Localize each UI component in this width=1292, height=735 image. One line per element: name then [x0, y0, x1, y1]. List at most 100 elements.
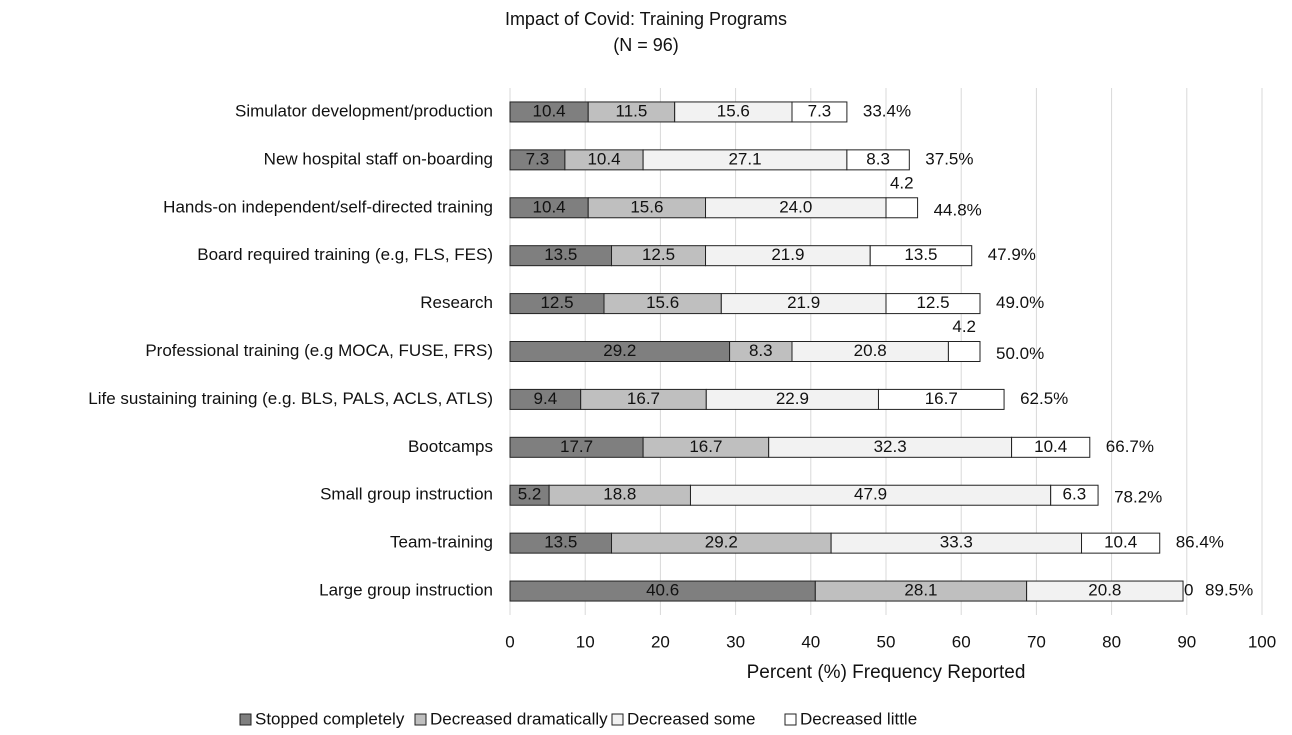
- y-tick-label: Hands-on independent/self-directed train…: [163, 197, 493, 216]
- total-label: 78.2%: [1114, 488, 1162, 507]
- data-label: 10.4: [533, 101, 566, 120]
- total-label: 49.0%: [996, 293, 1044, 312]
- chart-subtitle: (N = 96): [613, 35, 679, 55]
- data-label: 22.9: [776, 389, 809, 408]
- y-tick-label: Simulator development/production: [235, 101, 493, 120]
- data-label: 16.7: [689, 437, 722, 456]
- bar-segment: [1026, 580, 1184, 602]
- data-label: 20.8: [854, 341, 887, 360]
- y-tick-label: Professional training (e.g MOCA, FUSE, F…: [145, 341, 493, 360]
- total-label: 89.5%: [1205, 581, 1253, 600]
- data-label: 13.5: [544, 245, 577, 264]
- bar-segment: [1011, 436, 1091, 458]
- bar-segment: [885, 293, 981, 315]
- data-label: 4.2: [890, 173, 914, 192]
- data-label: 6.3: [1063, 485, 1087, 504]
- total-label: 66.7%: [1106, 437, 1154, 456]
- x-tick-label: 100: [1248, 632, 1276, 651]
- y-tick-label: New hospital staff on-boarding: [264, 149, 493, 168]
- y-tick-label: Bootcamps: [408, 437, 493, 456]
- data-label: 10.4: [587, 149, 620, 168]
- data-label: 10.4: [533, 197, 566, 216]
- bar-segment: [1050, 484, 1099, 506]
- total-label: 50.0%: [996, 344, 1044, 363]
- bar-segment: [885, 197, 919, 219]
- data-label: 4.2: [952, 317, 976, 336]
- y-tick-label: Small group instruction: [320, 485, 493, 504]
- data-label: 13.5: [544, 533, 577, 552]
- y-tick-label: Life sustaining training (e.g. BLS, PALS…: [88, 389, 493, 408]
- y-tick-label: Large group instruction: [319, 581, 493, 600]
- bar-segment: [947, 341, 981, 362]
- data-label: 40.6: [646, 581, 679, 600]
- y-tick-label: Team-training: [390, 533, 493, 552]
- x-axis-label: Percent (%) Frequency Reported: [747, 662, 1026, 683]
- data-label: 12.5: [916, 293, 949, 312]
- x-tick-label: 30: [726, 632, 745, 651]
- x-tick-label: 80: [1102, 632, 1121, 651]
- data-label: 16.7: [925, 389, 958, 408]
- data-label: 15.6: [630, 197, 663, 216]
- data-label: 15.6: [717, 101, 750, 120]
- y-tick-label: Board required training (e.g, FLS, FES): [197, 245, 493, 264]
- legend-label: Decreased some: [627, 709, 756, 728]
- data-label: 15.6: [646, 293, 679, 312]
- legend-label: Decreased dramatically: [430, 709, 608, 728]
- legend-swatch: [239, 713, 252, 726]
- data-label: 12.5: [642, 245, 675, 264]
- bar-segment: [846, 149, 910, 171]
- x-tick-label: 10: [576, 632, 595, 651]
- x-tick-label: 20: [651, 632, 670, 651]
- legend-swatch: [414, 713, 427, 726]
- data-label: 10.4: [1034, 437, 1067, 456]
- data-label: 27.1: [728, 149, 761, 168]
- x-tick-label: 50: [877, 632, 896, 651]
- data-label: 28.1: [904, 581, 937, 600]
- data-label: 7.3: [808, 101, 832, 120]
- data-label: 11.5: [616, 101, 648, 120]
- bar-segment: [791, 101, 848, 123]
- data-label: 47.9: [854, 485, 887, 504]
- data-label: 9.4: [534, 389, 558, 408]
- legend-swatch: [784, 713, 797, 726]
- legend-label: Stopped completely: [255, 709, 405, 728]
- data-label: 18.8: [603, 485, 636, 504]
- data-label: 20.8: [1088, 581, 1121, 600]
- data-label: 21.9: [771, 245, 804, 264]
- total-label: 33.4%: [863, 101, 911, 120]
- data-label: 13.5: [904, 245, 937, 264]
- x-tick-label: 90: [1177, 632, 1196, 651]
- data-label: 16.7: [627, 389, 660, 408]
- total-label: 86.4%: [1176, 533, 1224, 552]
- y-tick-label: Research: [420, 293, 493, 312]
- legend-swatch: [611, 713, 624, 726]
- data-label: 7.3: [526, 149, 550, 168]
- x-tick-label: 0: [505, 632, 514, 651]
- data-label: 0: [1184, 581, 1193, 600]
- total-label: 37.5%: [925, 149, 973, 168]
- bar-segment: [877, 388, 1005, 410]
- data-label: 29.2: [603, 341, 636, 360]
- data-label: 33.3: [940, 533, 973, 552]
- data-label: 24.0: [779, 197, 812, 216]
- legend-label: Decreased little: [800, 709, 917, 728]
- data-label: 32.3: [874, 437, 907, 456]
- data-label: 17.7: [560, 437, 593, 456]
- chart-title: Impact of Covid: Training Programs: [505, 9, 787, 29]
- data-label: 8.3: [749, 341, 773, 360]
- data-label: 21.9: [787, 293, 820, 312]
- total-label: 47.9%: [988, 245, 1036, 264]
- x-tick-label: 40: [801, 632, 820, 651]
- data-label: 29.2: [705, 533, 738, 552]
- x-tick-label: 60: [952, 632, 971, 651]
- total-label: 44.8%: [934, 200, 982, 219]
- bar-segment: [1081, 532, 1161, 554]
- x-tick-label: 70: [1027, 632, 1046, 651]
- data-label: 10.4: [1104, 533, 1137, 552]
- bar-segment: [869, 245, 973, 267]
- data-label: 8.3: [866, 149, 890, 168]
- total-label: 62.5%: [1020, 389, 1068, 408]
- data-label: 5.2: [518, 485, 542, 504]
- data-label: 12.5: [540, 293, 573, 312]
